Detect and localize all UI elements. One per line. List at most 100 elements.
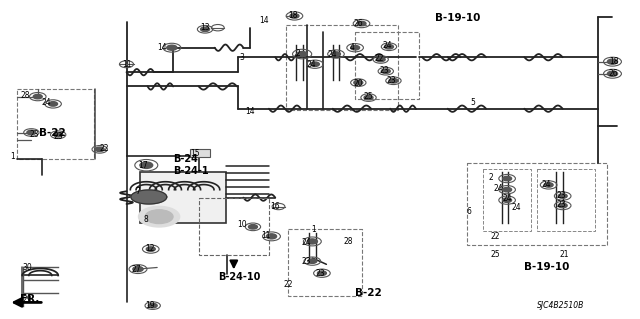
Text: B-22: B-22 [39, 128, 66, 137]
Text: B-24: B-24 [173, 154, 198, 165]
Text: 11: 11 [122, 60, 131, 69]
Text: B-19-10: B-19-10 [524, 263, 570, 272]
Circle shape [354, 80, 363, 85]
Text: 4: 4 [349, 43, 355, 52]
Bar [537, 169, 595, 231]
Bar [467, 163, 607, 245]
Circle shape [317, 271, 326, 275]
Text: 1: 1 [10, 152, 15, 161]
Text: SJC4B2510B: SJC4B2510B [537, 301, 584, 310]
Text: 11: 11 [262, 231, 271, 240]
Circle shape [139, 206, 179, 227]
Text: 25: 25 [364, 93, 373, 101]
Text: 19: 19 [145, 301, 155, 310]
Bar [140, 172, 226, 223]
Circle shape [147, 247, 156, 251]
Text: 28: 28 [344, 237, 353, 246]
Circle shape [502, 176, 511, 181]
Text: 22: 22 [284, 279, 293, 288]
Bar [483, 169, 531, 231]
Text: 16: 16 [271, 202, 280, 211]
Circle shape [502, 188, 511, 192]
Circle shape [310, 62, 319, 66]
Text: 24: 24 [328, 50, 337, 59]
Circle shape [558, 194, 567, 198]
Circle shape [266, 234, 276, 239]
Text: 18: 18 [288, 11, 298, 20]
Text: FR.: FR. [20, 293, 39, 304]
Circle shape [33, 94, 42, 99]
Text: 21: 21 [559, 250, 569, 259]
Bar [190, 149, 209, 157]
Text: 7: 7 [136, 187, 140, 196]
Text: 26: 26 [609, 69, 619, 78]
Text: 20: 20 [353, 79, 363, 88]
Circle shape [385, 45, 394, 49]
Bar [288, 229, 362, 296]
Text: 3: 3 [239, 53, 244, 62]
Text: B-24-10: B-24-10 [218, 272, 260, 282]
Circle shape [389, 78, 398, 83]
Text: 6: 6 [467, 207, 472, 216]
Text: 30: 30 [22, 263, 33, 272]
Text: 22: 22 [99, 144, 109, 153]
Circle shape [544, 183, 553, 187]
Circle shape [290, 14, 299, 18]
Circle shape [558, 203, 567, 208]
Circle shape [364, 95, 373, 100]
Bar [17, 89, 94, 159]
Bar [286, 26, 398, 110]
Text: 14: 14 [260, 16, 269, 25]
Text: 23: 23 [315, 269, 325, 278]
Text: 12: 12 [145, 244, 155, 253]
Text: 24: 24 [301, 238, 311, 247]
Text: 23: 23 [557, 200, 566, 209]
Text: 23: 23 [301, 257, 311, 266]
Circle shape [145, 210, 173, 224]
Bar [355, 32, 419, 99]
Text: 2: 2 [295, 48, 300, 58]
Text: 14: 14 [157, 43, 167, 52]
Text: 17: 17 [138, 161, 148, 170]
Text: 10: 10 [237, 220, 247, 229]
Text: 22: 22 [374, 54, 383, 63]
Circle shape [357, 21, 366, 26]
Text: 24: 24 [382, 41, 392, 50]
Polygon shape [131, 190, 167, 204]
Text: 23: 23 [387, 76, 396, 85]
Circle shape [54, 132, 63, 137]
Circle shape [200, 27, 209, 32]
Text: 22: 22 [491, 232, 500, 241]
Circle shape [376, 57, 385, 62]
Text: 25: 25 [491, 250, 500, 259]
Circle shape [297, 51, 307, 56]
Text: 14: 14 [245, 107, 255, 116]
Circle shape [133, 267, 143, 271]
Text: 23: 23 [53, 132, 63, 141]
Text: 23: 23 [379, 66, 388, 75]
Text: 24: 24 [307, 60, 317, 69]
Text: 5: 5 [471, 98, 476, 107]
Text: B-24-1: B-24-1 [173, 166, 209, 176]
Circle shape [502, 198, 511, 202]
Text: 23: 23 [29, 130, 38, 138]
Text: 8: 8 [144, 215, 148, 224]
Circle shape [140, 162, 153, 168]
Text: 1: 1 [311, 225, 316, 234]
Text: 29: 29 [22, 295, 33, 304]
Text: 2: 2 [489, 173, 493, 182]
Text: 15: 15 [191, 149, 200, 158]
Text: 28: 28 [20, 91, 29, 100]
Circle shape [167, 45, 177, 50]
Circle shape [332, 52, 340, 56]
Text: 13: 13 [200, 23, 210, 32]
Text: 24: 24 [542, 181, 552, 189]
Circle shape [148, 303, 157, 308]
Text: 24: 24 [503, 194, 513, 203]
Text: 24: 24 [494, 184, 504, 193]
Circle shape [607, 71, 618, 76]
Text: 26: 26 [353, 19, 363, 28]
Circle shape [95, 147, 104, 152]
Text: 23: 23 [557, 190, 566, 200]
Circle shape [27, 130, 36, 135]
